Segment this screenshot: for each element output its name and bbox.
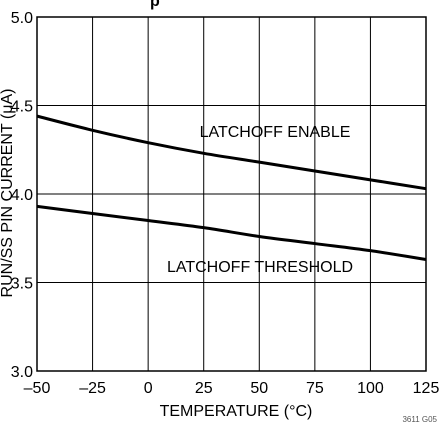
x-tick-labels: –50 –25 0 25 50 75 100 125 [24, 380, 439, 397]
y-tick-label: 3.0 [11, 364, 33, 381]
y-tick-labels: 3.0 3.5 4.0 4.5 5.0 [11, 10, 33, 381]
y-tick-label: 4.5 [11, 99, 33, 116]
y-tick-label: 5.0 [11, 10, 33, 27]
series-label-latchoff-threshold: LATCHOFF THRESHOLD [167, 259, 353, 276]
x-tick-label: –25 [79, 380, 106, 397]
x-tick-label: 50 [250, 380, 268, 397]
y-axis-title: RUN/SS PIN CURRENT (μA) [0, 89, 16, 298]
series-line-latchoff-threshold [36, 204, 427, 261]
x-tick-label: 100 [357, 380, 384, 397]
figure-code: 3611 G05 [402, 415, 437, 424]
y-tick-label: 4.0 [11, 187, 33, 204]
x-axis-title: TEMPERATURE (°C) [160, 403, 313, 420]
y-tick-label: 3.5 [11, 276, 33, 293]
series-line-latchoff-enable [36, 114, 427, 191]
x-tick-label: –50 [24, 380, 51, 397]
grid [37, 17, 426, 371]
x-tick-label: 125 [413, 380, 439, 397]
x-tick-label: 75 [306, 380, 324, 397]
x-tick-label: 25 [195, 380, 213, 397]
series-group [36, 114, 427, 261]
series-label-latchoff-enable: LATCHOFF ENABLE [200, 124, 351, 141]
chart-title-fragment: p [150, 0, 160, 10]
x-tick-label: 0 [144, 380, 153, 397]
